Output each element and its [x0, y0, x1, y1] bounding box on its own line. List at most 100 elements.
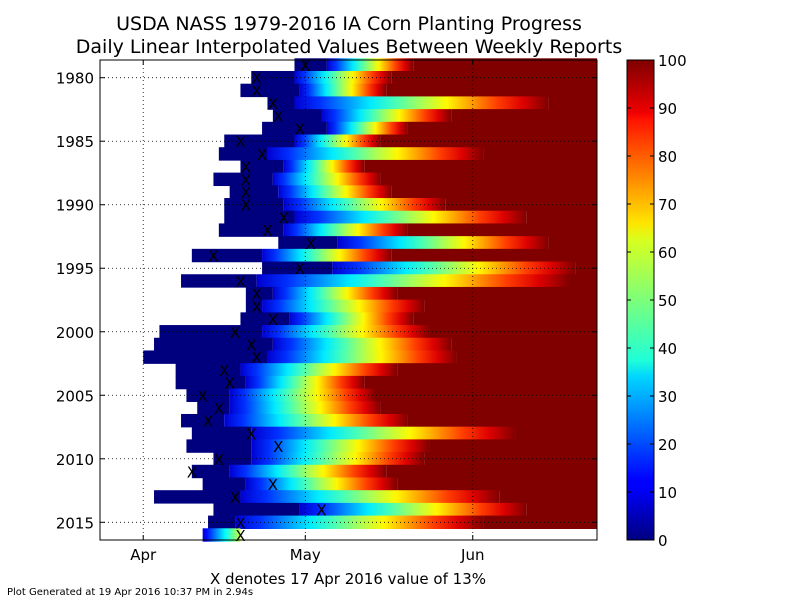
row-1995-complete [575, 261, 597, 275]
marker-1994: X [208, 248, 218, 266]
row-1997-early [245, 286, 273, 301]
row-2001-early [154, 337, 273, 352]
marker-1995: X [295, 260, 305, 278]
row-1987-ramp [283, 159, 365, 174]
row-1991-ramp [294, 210, 527, 225]
marker-1990: X [241, 197, 251, 215]
row-2000-early [159, 325, 263, 339]
marker-1996: X [235, 273, 245, 291]
colorbar [626, 59, 655, 541]
row-2003-complete [397, 363, 597, 377]
footer-generated: Plot Generated at 19 Apr 2016 10:37 PM i… [7, 587, 253, 598]
row-1999-early [240, 312, 290, 326]
row-1996-ramp [256, 274, 570, 288]
colorbar-label-100: 100 [658, 52, 687, 70]
plot-area [143, 58, 597, 542]
marker-1986: X [257, 146, 267, 164]
marker-1982: X [268, 95, 278, 113]
row-1997-complete [397, 286, 597, 301]
row-1989-early [229, 185, 279, 199]
row-1982-complete [548, 96, 597, 110]
x-tick-label-jun: Jun [460, 546, 484, 564]
row-1995-early [262, 261, 333, 275]
row-2001-complete [451, 337, 597, 352]
row-1987-complete [364, 159, 597, 174]
colorbar-label-30: 30 [658, 388, 677, 406]
row-1979-complete [413, 58, 597, 72]
marker-2015: X [235, 514, 245, 532]
row-2006-early [197, 401, 230, 415]
row-1995-ramp [332, 261, 576, 275]
axes: Apr May Jun 1980 1985 1990 1995 2000 2005 2010 201… [56, 60, 597, 564]
row-2013-early [154, 490, 241, 504]
plot-frame [99, 59, 598, 541]
marker-2007: X [203, 413, 213, 431]
row-1997-ramp [272, 286, 398, 301]
row-2009-complete [429, 439, 597, 453]
marker-2005: X [198, 387, 208, 405]
marker-1993: X [306, 235, 316, 253]
row-2014-early [213, 502, 300, 517]
row-2011-early [191, 464, 230, 479]
colorbar-label-40: 40 [658, 340, 677, 358]
marker-1981: X [252, 82, 262, 100]
row-1992-complete [407, 223, 597, 237]
marker-1979: X [300, 57, 310, 75]
row-2008-ramp [251, 426, 516, 441]
y-tick-label-2015: 2015 [56, 514, 94, 532]
row-2011-ramp [229, 464, 387, 479]
row-2015-ramp [235, 515, 484, 529]
row-1990-early [224, 198, 284, 212]
row-2000-ramp [262, 325, 430, 339]
colorbar-ticks: 0 10 20 30 40 50 60 70 80 90 100 [627, 52, 687, 550]
y-tick-label-2010: 2010 [56, 451, 94, 469]
row-1987-early [240, 159, 284, 174]
x-tick-label-may: May [290, 546, 321, 564]
row-2009-early [186, 439, 252, 453]
row-2015-early [208, 515, 236, 529]
row-1984-complete [407, 121, 597, 136]
row-1981-complete [386, 83, 597, 98]
y-tick-label-1980: 1980 [56, 70, 94, 88]
marker-2012: X [268, 476, 278, 494]
row-1983-complete [451, 109, 597, 123]
marker-1998: X [252, 298, 262, 316]
marker-2000: X [230, 324, 240, 342]
marker-1985: X [235, 133, 245, 151]
row-2006-complete [380, 401, 597, 415]
row-2004-ramp [245, 375, 365, 390]
row-1985-ramp [294, 134, 381, 148]
row-1981-ramp [299, 83, 387, 98]
x-axis-label: X denotes 17 Apr 2016 value of 13% [210, 570, 486, 588]
marker-2011: X [187, 463, 197, 481]
marker-1991: X [279, 209, 289, 227]
row-2012-early [202, 477, 246, 491]
colorbar-label-90: 90 [658, 100, 677, 118]
marker-1984: X [295, 121, 305, 139]
row-1985-early [224, 134, 295, 148]
row-1984-ramp [326, 121, 408, 136]
colorbar-label-80: 80 [658, 148, 677, 166]
row-1983-ramp [321, 109, 452, 123]
marker-2016: X [235, 527, 245, 545]
marker-2008: X [246, 425, 256, 443]
row-1988-early [213, 172, 273, 187]
row-1996-complete [569, 274, 597, 288]
row-1993-complete [548, 236, 597, 250]
row-2007-early [181, 413, 225, 428]
y-tick-label-1990: 1990 [56, 197, 94, 215]
colorbar-label-20: 20 [658, 436, 677, 454]
chart-subtitle: Daily Linear Interpolated Values Between… [76, 36, 622, 58]
row-2014-ramp [299, 502, 527, 517]
row-1986-ramp [267, 147, 484, 161]
colorbar-label-50: 50 [658, 292, 677, 310]
row-2002-early [143, 350, 268, 364]
marker-2009: X [273, 438, 283, 456]
row-2010-complete [424, 452, 597, 466]
row-1982-ramp [294, 96, 549, 110]
chart-title: USDA NASS 1979-2016 IA Corn Planting Pro… [116, 13, 582, 35]
row-2000-complete [429, 325, 597, 339]
row-1990-complete [445, 198, 597, 212]
row-1986-early [218, 147, 268, 161]
